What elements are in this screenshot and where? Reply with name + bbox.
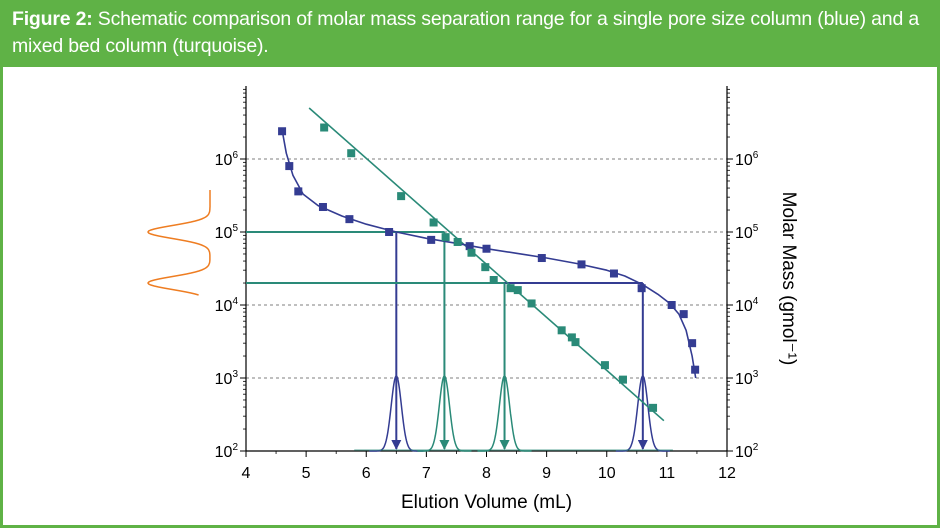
turquoise-data-point — [453, 237, 462, 246]
y-tick-label-left: 105 — [215, 223, 239, 242]
caption-text: Schematic comparison of molar mass separ… — [12, 8, 919, 57]
turquoise-data-point — [441, 233, 450, 242]
blue-elution-peak — [369, 375, 424, 452]
blue-data-point — [345, 215, 354, 224]
x-tick-label: 6 — [362, 465, 371, 482]
turquoise-data-point — [557, 326, 566, 335]
blue-data-point — [688, 339, 697, 348]
turquoise-data-point — [467, 248, 476, 257]
blue-data-point — [667, 301, 676, 309]
blue-data-point — [294, 187, 303, 196]
y-tick-label-left: 103 — [215, 369, 239, 388]
blue-data-point — [637, 284, 646, 293]
y-tick-label-right: 106 — [735, 150, 759, 169]
x-tick-label: 4 — [242, 465, 251, 482]
blue-data-point — [285, 162, 294, 171]
blue-data-point — [385, 228, 394, 236]
turquoise-data-point — [347, 149, 356, 158]
turquoise-data-point — [489, 276, 498, 285]
caption-header: Figure 2: Schematic comparison of molar … — [0, 0, 940, 67]
blue-data-point — [609, 269, 618, 278]
turquoise-elution-peak — [417, 375, 472, 452]
y-tick-label-right: 102 — [735, 442, 759, 461]
blue-data-point — [278, 127, 287, 136]
blue-data-point — [465, 242, 474, 251]
turquoise-data-point — [567, 333, 576, 342]
blue-data-point — [679, 310, 688, 319]
turquoise-data-point — [506, 284, 515, 293]
blue-data-point — [482, 244, 491, 253]
blue-data-point — [691, 365, 700, 374]
turquoise-elution-peak — [477, 375, 532, 452]
x-tick-label: 7 — [422, 465, 431, 482]
y-tick-label-right: 104 — [735, 296, 759, 315]
turquoise-data-point — [320, 123, 329, 132]
turquoise-data-point — [649, 403, 658, 412]
x-tick-label: 8 — [482, 465, 491, 482]
y-tick-label-left: 106 — [215, 150, 239, 169]
y-tick-label-left: 102 — [215, 442, 239, 461]
molar-mass-distribution — [147, 190, 211, 296]
y-tick-label-left: 104 — [215, 296, 239, 315]
figure-label: Figure 2: — [12, 8, 93, 30]
turquoise-data-point — [527, 299, 536, 308]
turquoise-data-point — [429, 218, 438, 227]
blue-data-point — [577, 260, 586, 269]
y-axis-title: Molar Mass (gmol⁻¹) — [778, 192, 799, 366]
blue-calibration-curve — [281, 129, 697, 379]
turquoise-data-point — [618, 375, 627, 384]
figure-caption: Figure 2: Schematic comparison of molar … — [12, 6, 927, 60]
x-tick-label: 11 — [659, 465, 676, 482]
turquoise-data-point — [481, 263, 490, 272]
x-tick-label: 12 — [718, 465, 736, 482]
turquoise-data-point — [397, 192, 406, 201]
x-tick-label: 10 — [598, 465, 616, 482]
blue-elution-peak — [615, 375, 670, 452]
y-tick-label-right: 105 — [735, 223, 759, 242]
turquoise-data-point — [513, 286, 522, 295]
blue-data-point — [427, 235, 436, 244]
x-tick-label: 9 — [542, 465, 551, 482]
y-tick-label-right: 103 — [735, 369, 759, 388]
x-axis-title: Elution Volume (mL) — [401, 492, 572, 513]
blue-data-point — [537, 254, 546, 263]
turquoise-data-point — [571, 338, 580, 347]
blue-data-point — [318, 203, 327, 212]
x-tick-label: 5 — [302, 465, 311, 482]
turquoise-data-point — [600, 361, 609, 370]
